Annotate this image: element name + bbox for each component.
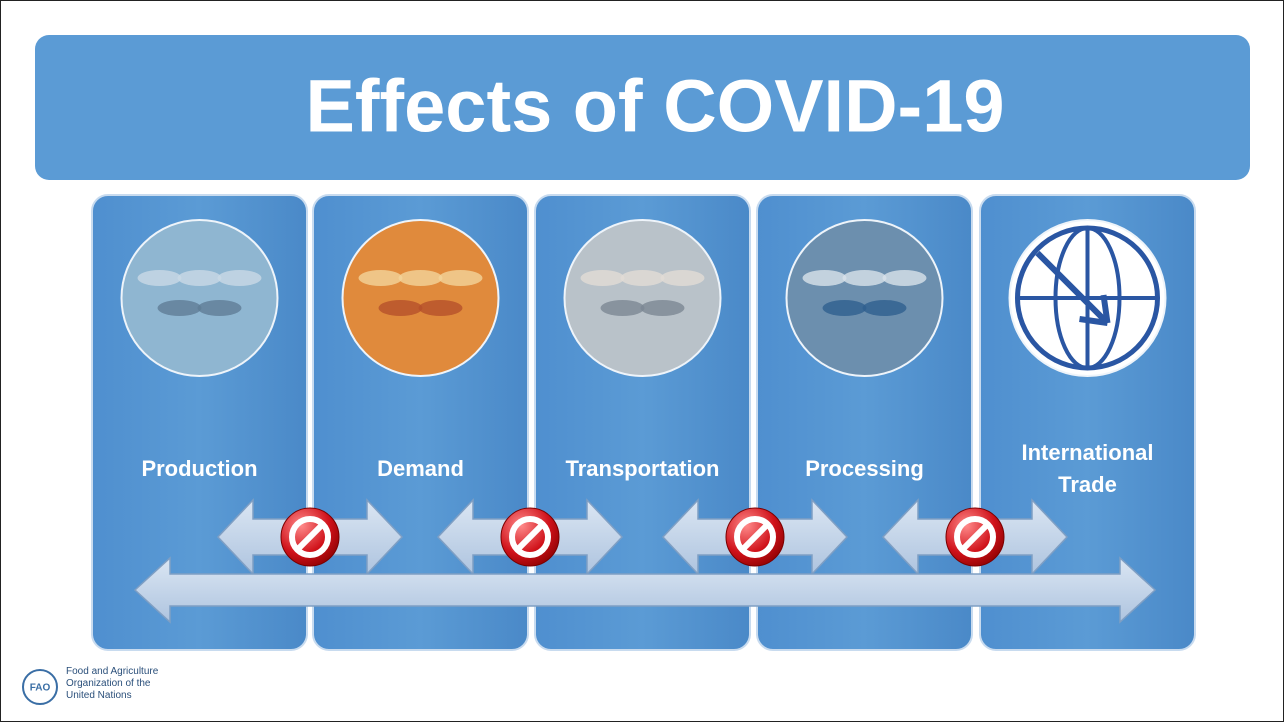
icon-detail <box>178 270 222 286</box>
icon-detail <box>419 300 463 316</box>
logo-text: Food and Agriculture Organization of the… <box>66 666 158 702</box>
icon-detail <box>198 300 242 316</box>
icon-detail <box>823 300 867 316</box>
slide-canvas: Effects of COVID-19 FAO <box>0 0 1284 722</box>
icon-detail <box>863 300 907 316</box>
icon-detail <box>218 270 262 286</box>
icon-detail <box>641 300 685 316</box>
icon-detail <box>843 270 887 286</box>
icon-detail <box>803 270 847 286</box>
logo-line: Food and Agriculture <box>66 666 158 678</box>
logo-line: United Nations <box>66 690 158 702</box>
icon-detail <box>379 300 423 316</box>
stage-label: Production <box>112 430 287 508</box>
icon-detail <box>601 300 645 316</box>
slide: Effects of COVID-19 FAO Food and Agricul… <box>0 0 1284 722</box>
icon-detail <box>359 270 403 286</box>
stage-icon <box>787 220 943 376</box>
icon-detail <box>661 270 705 286</box>
stage-label: Transportation <box>555 430 730 508</box>
icon-detail <box>138 270 182 286</box>
title: Effects of COVID-19 <box>305 65 1004 148</box>
logo-mark: FAO <box>30 683 51 694</box>
icon-detail <box>399 270 443 286</box>
stage-icon <box>565 220 721 376</box>
icon-detail <box>581 270 625 286</box>
stage-label: Processing <box>777 430 952 508</box>
stage-label: Demand <box>333 430 508 508</box>
icon-detail <box>621 270 665 286</box>
icon-detail <box>158 300 202 316</box>
icon-detail <box>883 270 927 286</box>
stage-label: International Trade <box>1000 430 1175 508</box>
stage-icon <box>122 220 278 376</box>
stage-icon <box>343 220 499 376</box>
logo-line: Organization of the <box>66 678 158 690</box>
icon-detail <box>439 270 483 286</box>
